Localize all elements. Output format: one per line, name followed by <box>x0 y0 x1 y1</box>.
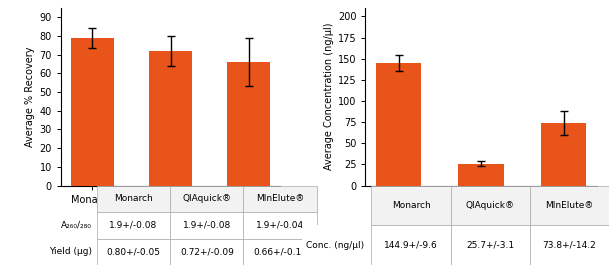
Y-axis label: Average Concentration (ng/µl): Average Concentration (ng/µl) <box>323 23 334 170</box>
Bar <box>541 123 586 186</box>
Y-axis label: Average % Recovery: Average % Recovery <box>26 46 35 147</box>
Bar <box>459 164 504 186</box>
Bar <box>376 63 421 186</box>
Bar <box>227 62 270 186</box>
Bar <box>71 38 114 186</box>
Bar <box>149 51 192 186</box>
